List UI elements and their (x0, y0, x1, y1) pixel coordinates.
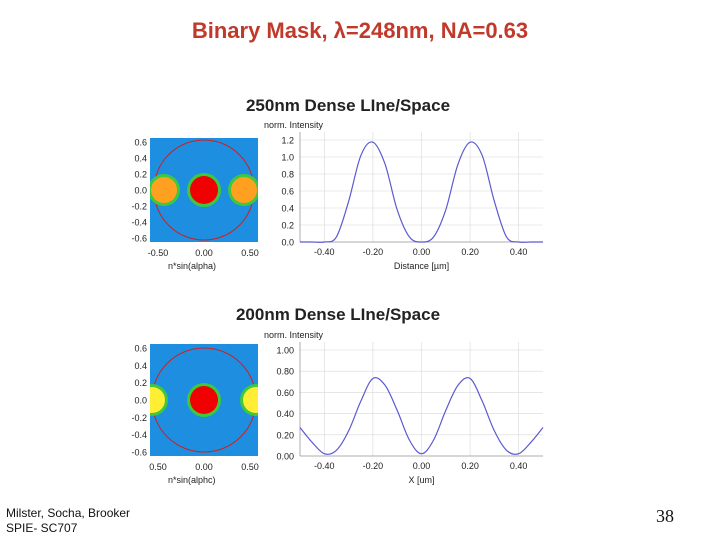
zero-order-spot (190, 176, 218, 204)
pupil-y-tick: 0.4 (134, 154, 147, 164)
plot-y-tick: 0.2 (281, 221, 294, 231)
plot-x-tick: 0.40 (510, 461, 528, 471)
pupil-y-tick: 0.0 (134, 396, 147, 406)
plot-x-tick: 0.20 (461, 247, 479, 257)
intensity-curve (299, 377, 544, 455)
page-number: 38 (656, 506, 674, 526)
pupil-mask-left (130, 344, 150, 456)
plot-x-tick: 0.20 (461, 461, 479, 471)
pupil-y-tick: 0.2 (134, 378, 147, 388)
plot-y-tick: 0.80 (276, 367, 294, 377)
pupil-x-tick: 0.50 (241, 462, 259, 472)
pupil-y-tick: -0.2 (131, 202, 147, 212)
panel-heading: 200nm Dense LIne/Space (236, 305, 440, 324)
pupil-y-tick: -0.6 (131, 448, 147, 458)
plot-y-tick: 0.4 (281, 204, 294, 214)
plot-y-tick: 0.20 (276, 430, 294, 440)
plot-y-label: norm. Intensity (264, 120, 324, 130)
pupil-y-tick: 0.6 (134, 344, 147, 354)
slide-title-text: Binary Mask, λ=248nm, NA=0.63 (191, 18, 529, 43)
pupil-mask-left (130, 138, 150, 242)
pupil-y-tick: -0.6 (131, 234, 147, 244)
zero-order-spot (190, 386, 218, 414)
first-order-spot (231, 177, 257, 203)
panel-1: 250nm Dense LIne/Space 0.6 0.4 0.2 0.0 -0.2 -0… (130, 96, 544, 271)
pupil-y-tick: 0.0 (134, 186, 147, 196)
plot-y-tick: 1.00 (276, 346, 294, 356)
plot-y-tick: 0.40 (276, 409, 294, 419)
plot-y-tick: 0.60 (276, 388, 294, 398)
plot-x-label: X [um] (408, 475, 434, 485)
pupil-x-label: n*sin(alphc) (168, 475, 216, 485)
first-order-spot (151, 177, 177, 203)
pupil-x-tick: 0.00 (195, 248, 213, 258)
pupil-x-label: n*sin(alpha) (168, 261, 216, 271)
plot-x-tick: -0.40 (314, 461, 335, 471)
pupil-x-tick: 0.00 (195, 462, 213, 472)
plot-x-tick: 0.00 (413, 461, 431, 471)
plot-x-label: Distance [µm] (394, 261, 449, 271)
panel-2: 200nm Dense LIne/Space 0.6 0.4 0.2 0.0 -0.2 -0… (130, 305, 544, 485)
panel-heading: 250nm Dense LIne/Space (246, 96, 450, 115)
pupil-x-tick: 0.50 (241, 248, 259, 258)
pupil-x-tick: -0.50 (148, 248, 169, 258)
footer-course: SPIE- SC707 (6, 521, 78, 535)
plot-x-tick: -0.20 (363, 247, 384, 257)
pupil-y-tick: -0.2 (131, 413, 147, 423)
footer-authors: Milster, Socha, Brooker (6, 506, 131, 520)
plot-y-label: norm. Intensity (264, 330, 324, 340)
plot-x-tick: 0.40 (510, 247, 528, 257)
plot-x-tick: 0.00 (413, 247, 431, 257)
plot-y-tick: 1.0 (281, 153, 294, 163)
plot-x-tick: -0.20 (363, 461, 384, 471)
pupil-x-tick: 0.50 (149, 462, 167, 472)
pupil-y-tick: -0.4 (131, 218, 147, 228)
plot-x-tick: -0.40 (314, 247, 335, 257)
plot-y-tick: 1.2 (281, 136, 294, 146)
plot-y-tick: 0.0 (281, 238, 294, 248)
pupil-y-tick: 0.4 (134, 361, 147, 371)
pupil-y-tick: 0.2 (134, 170, 147, 180)
plot-y-tick: 0.8 (281, 170, 294, 180)
pupil-y-tick: 0.6 (134, 138, 147, 148)
plot-y-tick: 0.6 (281, 187, 294, 197)
footer-credits: Milster, Socha, Brooker SPIE- SC707 (6, 506, 130, 536)
pupil-mask-right (258, 138, 280, 242)
pupil-y-tick: -0.4 (131, 430, 147, 440)
pupil-mask-right (258, 344, 280, 456)
plot-y-tick: 0.00 (276, 452, 294, 462)
panels-root: 250nm Dense LIne/Space 0.6 0.4 0.2 0.0 -0.2 -0… (130, 96, 544, 485)
slide-title: Binary Mask, λ=248nm, NA=0.63 (0, 18, 720, 44)
